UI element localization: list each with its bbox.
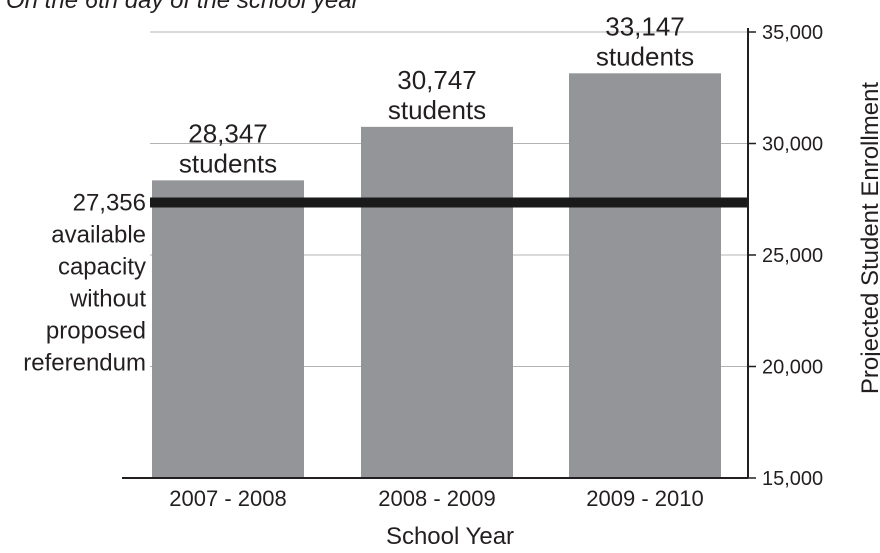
reference-line-label: 27,356 available capacity without proposed re…: [23, 189, 146, 376]
bar-data-label: 28,347 students: [179, 118, 277, 178]
bar-data-label: 30,747 students: [388, 65, 486, 125]
chart-subtitle: On the 6th day of the school year: [6, 0, 361, 14]
reference-line-label-line: capacity: [58, 253, 146, 280]
bar: [361, 126, 513, 478]
axes: [122, 28, 756, 479]
reference-line-label-line: proposed: [46, 317, 146, 344]
bar-data-label-line: 30,747: [397, 65, 477, 95]
bars: [152, 73, 721, 479]
reference-line-group: 27,356 available capacity without proposed re…: [23, 189, 748, 376]
y-tick-labels: 15,000 20,000 25,000 30,000 35,000: [762, 22, 823, 490]
x-tick-label: 2008 - 2009: [378, 486, 495, 511]
reference-line-label-line: 27,356: [73, 189, 146, 216]
reference-line-label-line: without: [69, 285, 146, 312]
y-tick-label: 15,000: [762, 468, 823, 490]
x-tick-label: 2009 - 2010: [586, 486, 703, 511]
y-tick-label: 20,000: [762, 357, 823, 379]
x-tick-labels: 2007 - 2008 2008 - 2009 2009 - 2010: [169, 486, 703, 511]
y-tick-label: 35,000: [762, 22, 823, 44]
bar-data-label-line: 33,147: [605, 11, 685, 41]
bar-data-label-line: students: [388, 95, 486, 125]
x-axis-title: School Year: [386, 523, 514, 548]
x-tick-label: 2007 - 2008: [169, 486, 286, 511]
bar: [152, 180, 304, 479]
reference-line-label-line: referendum: [23, 349, 146, 376]
y-tick-label: 30,000: [762, 134, 823, 156]
bar-data-label: 33,147 students: [596, 11, 694, 71]
reference-line-label-line: available: [51, 221, 146, 248]
bar: [569, 73, 721, 478]
y-tick-label: 25,000: [762, 245, 823, 267]
bar-data-label-line: students: [179, 148, 277, 178]
y-axis-title: Projected Student Enrollment: [857, 82, 880, 395]
bar-data-label-line: students: [596, 41, 694, 71]
bar-data-label-line: 28,347: [188, 118, 268, 148]
